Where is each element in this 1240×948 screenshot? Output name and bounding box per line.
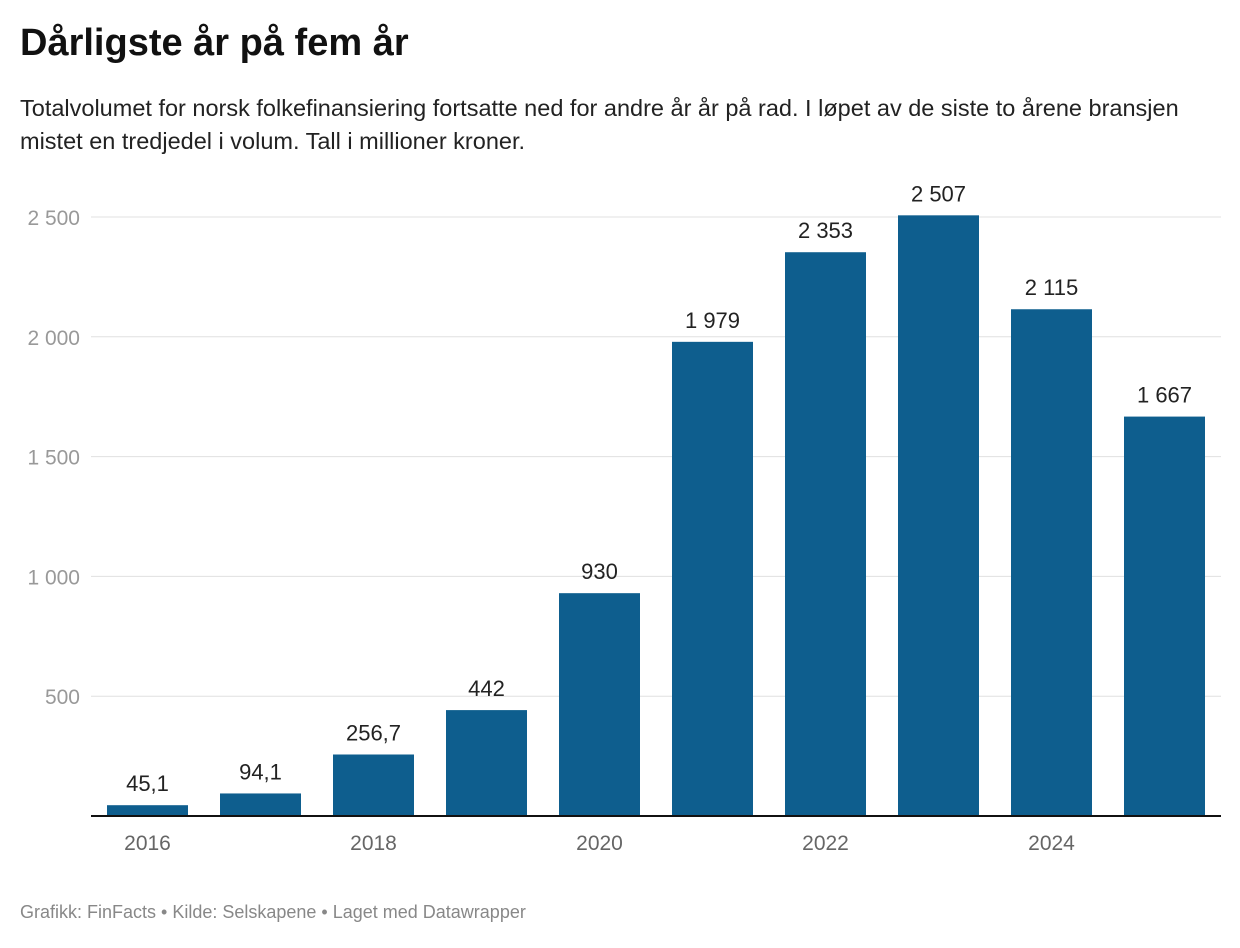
data-label: 2 115	[1025, 275, 1078, 300]
y-tick-label: 1 000	[27, 566, 80, 589]
data-label: 930	[581, 559, 618, 584]
bar-2018	[333, 754, 414, 816]
bar-2025	[1124, 416, 1205, 816]
x-tick-label: 2018	[350, 832, 397, 855]
bar-2022	[785, 252, 866, 817]
data-label: 94,1	[239, 759, 282, 784]
bar-2021	[672, 341, 753, 816]
data-label: 2 353	[798, 218, 853, 243]
y-tick-label: 1 500	[27, 447, 80, 470]
data-label: 45,1	[126, 771, 169, 796]
bar-2016	[107, 805, 188, 816]
bar-2020	[559, 593, 640, 816]
data-label: 256,7	[346, 720, 401, 745]
data-label: 1 979	[685, 308, 740, 333]
data-label: 442	[468, 676, 505, 701]
y-tick-label: 500	[45, 686, 80, 709]
chart-footer: Grafikk: FinFacts • Kilde: Selskapene • …	[20, 902, 526, 922]
y-tick-label: 2 500	[27, 207, 80, 230]
data-label: 2 507	[911, 181, 966, 206]
y-tick-label: 2 000	[27, 327, 80, 350]
bar-2017	[220, 793, 301, 816]
chart-title: Dårligste år på fem år	[20, 22, 409, 64]
bar-2023	[898, 215, 979, 816]
bar-2019	[446, 710, 527, 816]
x-tick-label: 2020	[576, 832, 623, 855]
chart-subtitle: Totalvolumet for norsk folkefinansiering…	[20, 95, 1179, 154]
x-tick-label: 2024	[1028, 832, 1075, 855]
data-label: 1 667	[1137, 383, 1192, 408]
bar-2024	[1011, 309, 1092, 816]
x-tick-label: 2022	[802, 832, 849, 855]
x-tick-label: 2016	[124, 832, 171, 855]
